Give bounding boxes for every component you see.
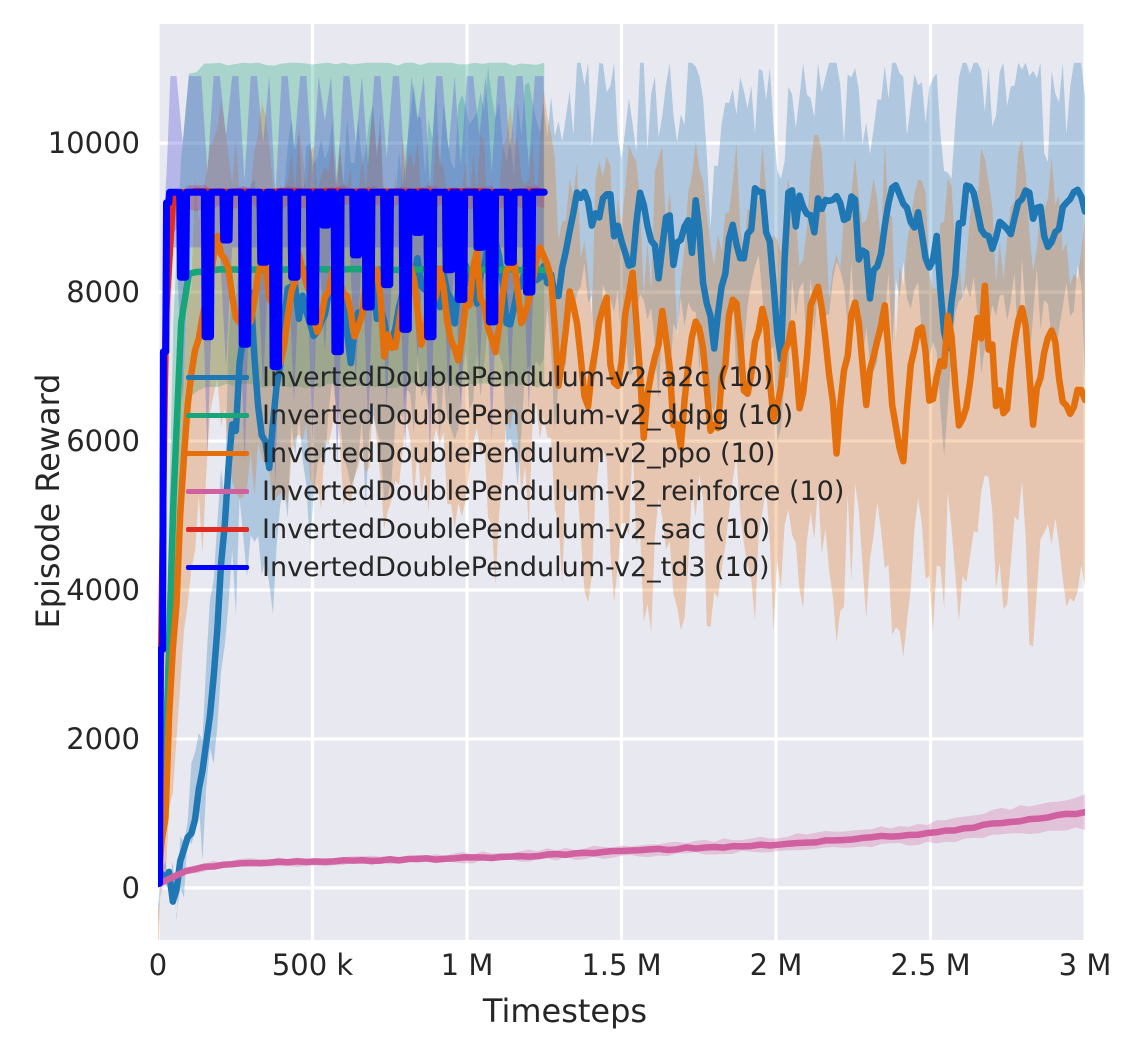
y-tick-label: 8000	[66, 275, 140, 310]
series-lines	[158, 181, 1085, 905]
x-tick-label: 2 M	[749, 948, 803, 982]
legend: InvertedDoublePendulum-v2_a2c (10) Invert…	[186, 358, 844, 586]
legend-item[interactable]: InvertedDoublePendulum-v2_ppo (10)	[186, 434, 775, 472]
legend-label: InvertedDoublePendulum-v2_a2c (10)	[262, 361, 774, 393]
x-tick-label: 3 M	[1058, 948, 1112, 982]
y-tick-label: 2000	[66, 721, 140, 756]
legend-label: InvertedDoublePendulum-v2_reinforce (10)	[262, 475, 845, 507]
plot-svg	[158, 24, 1085, 940]
confidence-band	[158, 794, 1085, 888]
legend-label: InvertedDoublePendulum-v2_ppo (10)	[262, 437, 776, 469]
legend-swatch-3	[186, 450, 249, 456]
series-line	[158, 188, 548, 887]
series-line	[158, 181, 1085, 905]
legend-label: InvertedDoublePendulum-v2_sac (10)	[262, 513, 771, 545]
legend-swatch-5	[186, 526, 249, 532]
legend-swatch-2	[186, 412, 249, 418]
legend-swatch-6	[186, 564, 249, 570]
legend-item[interactable]: InvertedDoublePendulum-v2_ddpg (10)	[186, 396, 793, 434]
plot-area	[158, 24, 1085, 940]
y-tick-label: 10000	[47, 126, 140, 161]
y-tick-label: 0	[121, 870, 140, 905]
legend-item[interactable]: InvertedDoublePendulum-v2_a2c (10)	[186, 358, 773, 396]
legend-swatch-4	[186, 488, 249, 494]
y-tick-label: 4000	[66, 572, 140, 607]
y-axis-label: Episode Reward	[29, 373, 67, 629]
series-line	[158, 808, 1085, 888]
legend-item[interactable]: InvertedDoublePendulum-v2_td3 (10)	[186, 548, 770, 586]
x-tick-label: 1.5 M	[581, 948, 662, 982]
legend-label: InvertedDoublePendulum-v2_td3 (10)	[262, 551, 770, 583]
x-tick-label: 1 M	[440, 948, 494, 982]
x-tick-label: 0	[148, 948, 168, 982]
legend-label: InvertedDoublePendulum-v2_ddpg (10)	[262, 399, 794, 431]
legend-item[interactable]: InvertedDoublePendulum-v2_sac (10)	[186, 510, 770, 548]
y-tick-label: 6000	[66, 424, 140, 459]
x-tick-label: 500 k	[271, 948, 354, 982]
x-tick-label: 2.5 M	[890, 948, 971, 982]
grid-lines	[158, 24, 1085, 940]
legend-swatch-1	[186, 374, 249, 380]
legend-item[interactable]: InvertedDoublePendulum-v2_reinforce (10)	[186, 472, 844, 510]
x-axis-label: Timesteps	[482, 992, 648, 1030]
